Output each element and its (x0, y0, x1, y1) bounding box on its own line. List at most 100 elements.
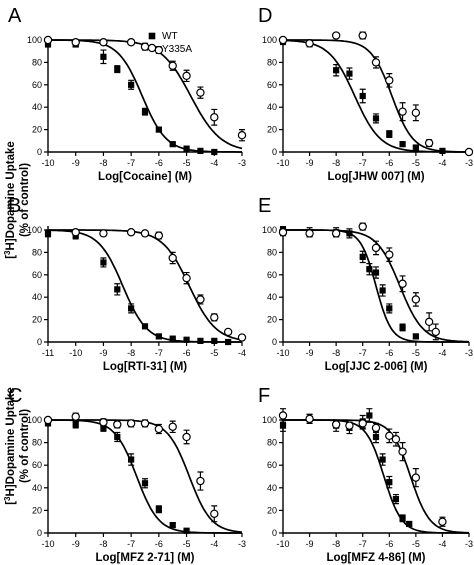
data-point-y335a (237, 333, 247, 342)
data-point-wt (197, 147, 204, 154)
data-point-wt (392, 495, 400, 503)
data-point-wt (211, 337, 218, 344)
data-point-y335a (385, 431, 394, 441)
data-point-wt (412, 333, 419, 340)
x-tick-label: -4 (210, 158, 218, 168)
y-tick-label: 80 (32, 438, 42, 448)
y-tick-label: 20 (267, 125, 277, 135)
data-point-wt (100, 259, 107, 266)
data-point-wt (372, 433, 380, 441)
y-axis-label-units: (% of control) (19, 163, 31, 237)
x-tick-label: -10 (276, 158, 289, 168)
panel-d: D 0 20 40 60 80 100 -10 -9 -8 -7 -6 -5 -4 -3 Log[JHW 00… (258, 5, 474, 183)
x-tick-label: -4 (438, 348, 446, 358)
x-tick-label: -9 (306, 158, 314, 168)
x-tick-label: -6 (183, 348, 191, 358)
data-point-wt (100, 53, 107, 60)
data-point-y335a (371, 58, 381, 67)
data-point-wt (155, 333, 162, 340)
x-tick-label: -6 (385, 539, 393, 549)
y-axis-label-bottom: [3H]Dopamine Uptake (3, 387, 17, 505)
data-point-y335a (431, 327, 440, 337)
x-tick-label: -6 (385, 158, 393, 168)
x-tick-label: -7 (155, 348, 163, 358)
y-tick-label: 40 (32, 483, 42, 493)
data-point-y335a (154, 424, 164, 434)
data-point-wt (155, 126, 162, 133)
data-point-wt (386, 130, 393, 138)
y-tick-label: 40 (267, 292, 277, 302)
data-point-y335a (391, 435, 401, 444)
y-tick-label: 80 (267, 57, 277, 67)
data-point-wt (141, 108, 149, 115)
y-tick-label: 20 (267, 315, 277, 325)
data-point-y335a (126, 38, 136, 47)
data-point-y335a (43, 35, 53, 45)
data-point-wt (72, 421, 79, 428)
data-point-y335a (210, 113, 219, 122)
x-tick-label: -3 (465, 539, 473, 549)
x-tick-label: -9 (306, 539, 314, 549)
data-point-y335a (140, 419, 150, 428)
panel-letter: F (258, 385, 270, 407)
data-point-y335a (71, 228, 80, 237)
data-point-wt (333, 67, 340, 74)
x-tick-label: -8 (99, 158, 107, 168)
data-point-wt (366, 266, 373, 273)
panel-e: E 0 20 40 60 80 100 -10 -9 -8 -7 -6 -5 -4 -3 Log[JJC 2-… (258, 195, 473, 373)
fit-curve-y335a (48, 39, 243, 150)
data-point-y335a (411, 473, 421, 482)
panel-a: A 0 20 40 60 80 100 -10 -9 -8 -7 -6 -5 -4 -3 Log[Cocain… (8, 5, 247, 183)
x-tick-label: -8 (332, 158, 340, 168)
y-tick-label: 80 (32, 247, 42, 257)
data-point-wt (399, 324, 406, 331)
data-point-y335a (196, 88, 205, 97)
data-point-y335a (398, 279, 407, 288)
x-tick-label: -7 (359, 539, 367, 549)
data-point-y335a (278, 228, 288, 237)
data-point-y335a (71, 38, 80, 47)
data-point-y335a (210, 313, 219, 322)
data-point-wt (372, 269, 380, 276)
data-point-y335a (237, 130, 247, 140)
data-point-y335a (223, 327, 233, 337)
data-point-y335a (99, 38, 108, 47)
y-tick-label: 60 (32, 80, 42, 90)
y-tick-label: 0 (272, 337, 277, 347)
panel-letter: D (258, 5, 272, 27)
data-point-wt (197, 337, 204, 344)
axis-lines (47, 36, 242, 153)
y-tick-label: 80 (267, 247, 277, 257)
data-point-y335a (278, 411, 288, 420)
data-point-wt (128, 81, 135, 88)
y-tick-label: 20 (32, 125, 42, 135)
y-tick-label: 100 (27, 225, 42, 235)
data-point-wt (169, 521, 176, 529)
fit-curve-wt (47, 39, 242, 153)
data-point-y335a (385, 250, 394, 259)
data-point-y335a (196, 476, 205, 486)
data-point-y335a (331, 31, 341, 40)
panel-letter: C (8, 385, 22, 407)
data-point-wt (128, 456, 135, 463)
y-tick-label: 100 (27, 35, 42, 45)
data-point-wt (155, 506, 162, 513)
data-point-y335a (140, 229, 150, 238)
y-tick-label: 60 (267, 460, 277, 470)
x-tick-label: -8 (332, 539, 340, 549)
x-axis-label: Log[Cocaine] (M) (98, 171, 192, 183)
data-point-wt (366, 412, 373, 419)
x-tick-label: -10 (69, 348, 82, 358)
data-point-y335a (411, 295, 421, 304)
x-axis-label: Log[MFZ 4-86] (M) (326, 552, 425, 564)
x-tick-label: -10 (276, 348, 289, 358)
x-tick-label: -7 (359, 158, 367, 168)
x-tick-label: -4 (238, 348, 246, 358)
x-tick-label: -7 (359, 348, 367, 358)
x-tick-label: -7 (127, 158, 135, 168)
data-point-y335a (331, 420, 341, 429)
legend-label-y335a: Y335A (162, 44, 192, 55)
x-tick-label: -3 (465, 348, 473, 358)
data-point-wt (211, 148, 218, 156)
data-point-y335a (126, 228, 136, 237)
